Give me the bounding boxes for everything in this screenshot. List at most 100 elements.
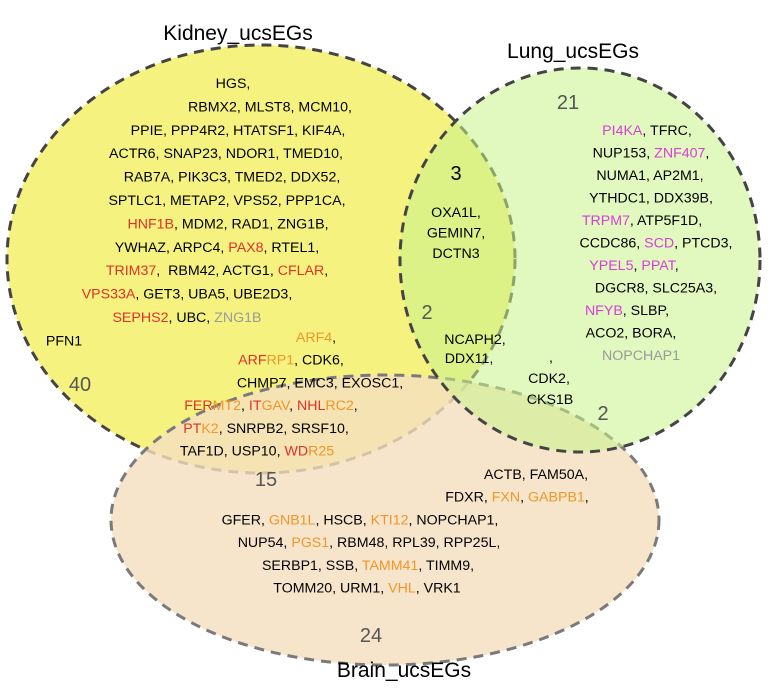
kidney-brain-gene-line: ARFRP1, CDK6,: [238, 353, 344, 369]
kidney-only-gene-line: RAB7A, PIK3C3, TMED2, DDX52,: [124, 170, 341, 186]
gene-text: ACTB, FAM50A,: [484, 467, 588, 483]
gene-text: VHL: [388, 581, 416, 597]
gene-text: , SNRPB2, SRSF10,: [219, 421, 349, 437]
gene-text: GAV: [262, 398, 291, 414]
gene-text: GEMIN7,: [427, 226, 485, 242]
gene-text: NHL: [297, 398, 325, 414]
gene-text: TRIM37: [106, 263, 157, 279]
gene-text: , VRK1: [416, 581, 461, 597]
gene-text: TRPM7: [582, 213, 630, 229]
brain-only-gene-line: NUP54, PGS1, RBM48, RPL39, RPP25L,: [238, 535, 501, 551]
brain-set-title: Brain_ucsEGs: [337, 659, 471, 682]
gene-text: ,: [549, 350, 553, 366]
kidney-lung-gene-line: DCTN3: [432, 246, 479, 262]
gene-text: PI4KA: [602, 123, 643, 139]
gene-text: FXN: [492, 490, 520, 506]
gene-text: RC2: [325, 398, 353, 414]
brain-set-ellipse: [109, 373, 661, 667]
gene-text: ,: [585, 490, 589, 506]
gene-text: SPTLC1, METAP2, VPS52, PPP1CA,: [108, 193, 345, 209]
gene-text: PT: [183, 421, 201, 437]
gene-text: PPIE, PPP4R2, HTATSF1, KIF4A,: [131, 123, 346, 139]
gene-text: DCTN3: [432, 246, 479, 262]
gene-text: RP1: [267, 353, 295, 369]
kidney-only-gene-line: RBMX2, MLST8, MCM10,: [188, 99, 352, 115]
lung-only-gene-line: ACO2, BORA,: [586, 326, 677, 342]
gene-text: NCAPH2,: [444, 332, 506, 348]
gene-text: CKS1B: [527, 392, 574, 408]
gene-text: ,: [705, 146, 709, 162]
gene-text: ,: [520, 490, 528, 506]
gene-text: , NOPCHAP1,: [408, 512, 498, 528]
gene-text: HGS,: [216, 76, 251, 92]
lung-set-title: Lung_ucsEGs: [507, 40, 639, 63]
kidney-only-gene-line: SPTLC1, METAP2, VPS52, PPP1CA,: [108, 193, 345, 209]
gene-text: TAF1D, USP10,: [180, 444, 285, 460]
all-three-count: 2: [421, 302, 432, 324]
gene-text: TAMM41: [362, 558, 419, 574]
gene-text: , RBM42, ACTG1,: [156, 263, 277, 279]
gene-text: SCD: [644, 236, 674, 252]
kidney-only-gene-line: PFN1: [46, 333, 82, 349]
gene-text: SERBP1, SSB,: [262, 558, 362, 574]
lung-set-ellipse: [398, 66, 762, 454]
gene-text: RBMX2, MLST8, MCM10,: [188, 99, 352, 115]
lung-brain-gene-line: ,: [549, 350, 553, 366]
gene-text: , MDM2, RAD1, ZNG1B,: [174, 216, 329, 232]
gene-text: WD: [284, 444, 308, 460]
gene-text: ACTR6, SNAP23, NDOR1, TMED10,: [109, 146, 343, 162]
gene-text: OXA1L,: [431, 205, 481, 221]
gene-text: , HSCB,: [315, 512, 370, 528]
brain-only-gene-line: SERBP1, SSB, TAMM41, TIMM9,: [262, 558, 474, 574]
kidney-only-gene-line: ACTR6, SNAP23, NDOR1, TMED10,: [109, 146, 343, 162]
lung-only-gene-line: NUP153, ZNF407,: [593, 146, 710, 162]
gene-text: ,: [332, 330, 336, 346]
gene-text: ACO2, BORA,: [586, 326, 677, 342]
gene-text: DDX11,: [445, 351, 494, 367]
lung-only-count: 21: [557, 92, 579, 114]
gene-text: ARF: [238, 353, 267, 369]
gene-text: YPEL5: [589, 258, 633, 274]
gene-text: SEPHS2: [112, 310, 168, 326]
gene-text: ,: [675, 258, 679, 274]
kidney-brain-gene-line: ARF4,: [296, 330, 336, 346]
gene-text: , ATP5F1D,: [630, 213, 702, 229]
kidney-lung-count: 3: [450, 163, 461, 185]
gene-text: NUP54,: [238, 535, 292, 551]
gene-text: NFYB: [585, 303, 623, 319]
kidney-set-title: Kidney_ucsEGs: [163, 22, 312, 45]
lung-only-gene-line: TRPM7, ATP5F1D,: [582, 213, 702, 229]
gene-text: , CDK6,: [294, 353, 344, 369]
gene-text: PGS1: [291, 535, 329, 551]
gene-text: CDK2,: [528, 371, 570, 387]
lung-only-gene-line: NOPCHAP1: [602, 348, 680, 364]
gene-text: CFLAR: [278, 263, 325, 279]
gene-text: , RBM48, RPL39, RPP25L,: [329, 535, 500, 551]
kidney-only-count: 40: [69, 374, 91, 396]
gene-text: IT: [249, 398, 262, 414]
gene-text: , UBC,: [168, 310, 214, 326]
gene-text: HNF1B: [127, 216, 174, 232]
kidney-only-gene-line: VPS33A, GET3, UBA5, UBE2D3,: [82, 287, 293, 303]
gene-text: , PTCD3,: [674, 236, 732, 252]
gene-text: CCDC86,: [580, 236, 645, 252]
kidney-lung-gene-line: OXA1L,: [431, 205, 481, 221]
lung-only-gene-line: YTHDC1, DDX39B,: [589, 191, 713, 207]
gene-text: PPAT: [641, 258, 676, 274]
lung-brain-gene-line: CKS1B: [527, 392, 574, 408]
gene-text: RAB7A, PIK3C3, TMED2, DDX52,: [124, 170, 341, 186]
kidney-only-gene-line: PPIE, PPP4R2, HTATSF1, KIF4A,: [131, 123, 346, 139]
all-three-gene-line: DDX11,: [445, 351, 494, 367]
gene-text: ARF4: [296, 330, 332, 346]
kidney-only-gene-line: HNF1B, MDM2, RAD1, ZNG1B,: [127, 216, 328, 232]
gene-text: VPS33A: [82, 287, 136, 303]
gene-text: ,: [289, 398, 297, 414]
kidney-only-gene-line: TRIM37, RBM42, ACTG1, CFLAR,: [106, 263, 328, 279]
gene-text: ZNG1B: [214, 310, 261, 326]
kidney-lung-gene-line: GEMIN7,: [427, 226, 485, 242]
gene-text: , RTEL1,: [264, 240, 320, 256]
gene-text: ZNF407: [654, 146, 705, 162]
gene-text: NUMA1, AP2M1,: [596, 168, 703, 184]
